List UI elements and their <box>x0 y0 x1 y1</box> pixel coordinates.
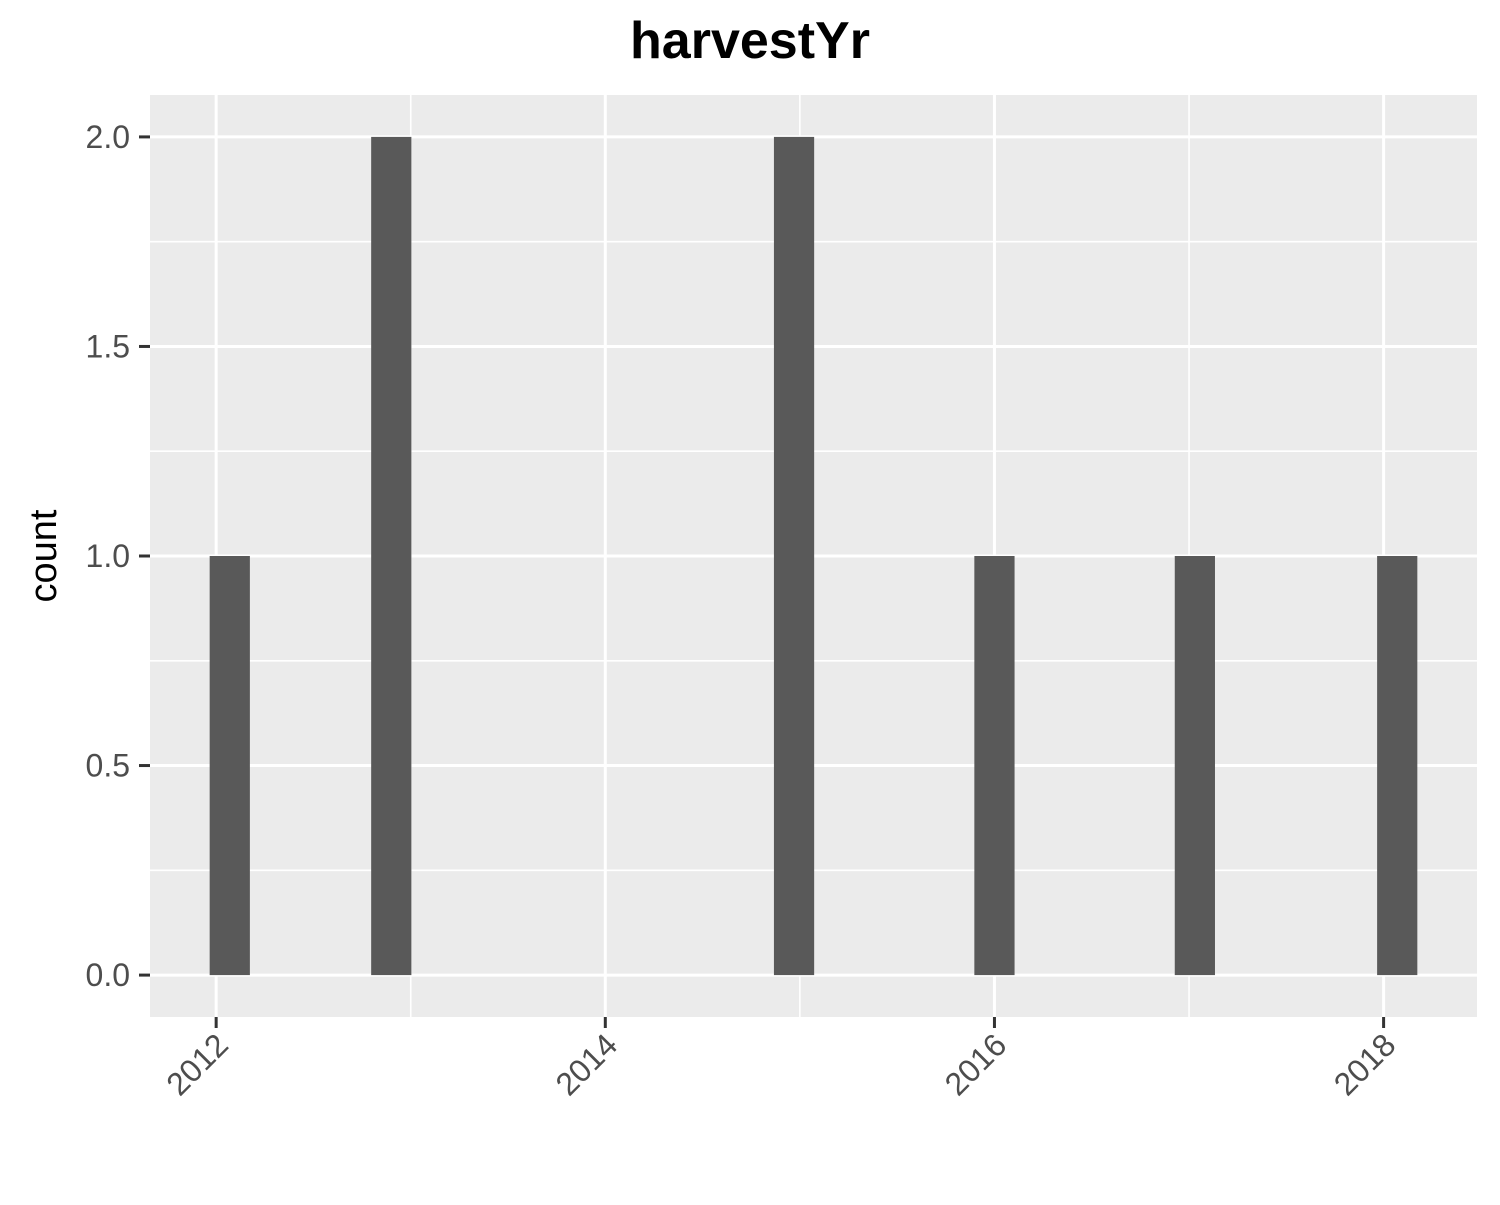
x-tick-label: 2012 <box>159 1026 235 1102</box>
bar <box>1174 556 1215 976</box>
bar <box>974 556 1015 976</box>
x-tick-label: 2016 <box>938 1026 1014 1102</box>
bar <box>371 136 412 976</box>
bars <box>209 136 1418 976</box>
y-tick-label: 0.5 <box>86 748 130 784</box>
y-tick-label: 0.0 <box>86 957 130 993</box>
y-tick-label: 1.5 <box>86 328 130 364</box>
bar <box>1377 556 1418 976</box>
y-axis-title: count <box>23 509 65 602</box>
bar <box>209 556 250 976</box>
x-tick-label: 2014 <box>548 1026 624 1102</box>
x-tick-label: 2018 <box>1327 1026 1403 1102</box>
chart-title: harvestYr <box>630 12 870 70</box>
y-tick-label: 1.0 <box>86 538 130 574</box>
y-tick-label: 2.0 <box>86 119 130 155</box>
bar <box>773 136 815 976</box>
